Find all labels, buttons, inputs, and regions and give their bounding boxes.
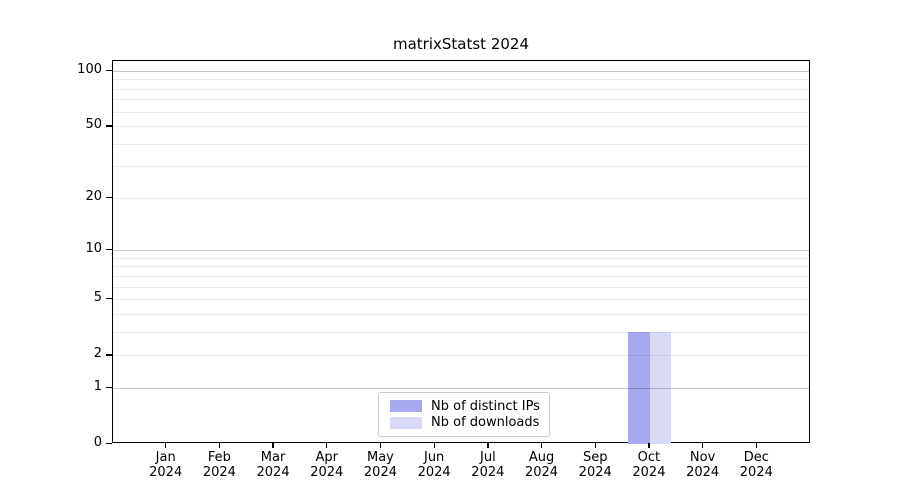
gridline-minor-50 (113, 126, 809, 128)
x-ticklabel-month: Feb (207, 450, 231, 465)
y-tickmark-20 (106, 196, 112, 199)
bar-oct-series0 (628, 331, 650, 444)
y-ticklabel-1: 1 (93, 378, 102, 394)
gridline-major-1 (113, 387, 809, 389)
chart-title: matrixStatst 2024 (392, 35, 529, 53)
legend-label-distinct-ips: Nb of distinct IPs (431, 398, 540, 414)
x-tickmark-sep (594, 443, 596, 448)
legend-label-downloads: Nb of downloads (431, 415, 540, 431)
gridline-minor-6 (113, 286, 809, 288)
x-ticklabel-aug: Aug 2024 (510, 450, 574, 480)
x-ticklabel-year: 2024 (739, 465, 773, 480)
gridline-major-100 (113, 71, 809, 72)
y-tickmark-10 (106, 249, 112, 251)
legend-item-distinct-ips: Nb of distinct IPs (390, 398, 540, 414)
gridline-minor-5 (113, 299, 809, 301)
x-ticklabel-month: Aug (528, 450, 555, 465)
x-ticklabel-month: Mar (260, 450, 286, 465)
x-ticklabel-jul: Jul 2024 (456, 450, 520, 480)
gridline-minor-90 (113, 79, 809, 81)
x-ticklabel-year: 2024 (686, 465, 720, 480)
x-ticklabel-oct: Oct 2024 (617, 450, 681, 480)
x-tickmark-aug (540, 443, 543, 448)
x-ticklabel-year: 2024 (417, 465, 451, 480)
y-ticklabel-100: 100 (77, 62, 102, 77)
x-tickmark-jul (487, 443, 489, 448)
gridline-minor-7 (113, 275, 809, 277)
gridline-minor-2 (113, 355, 809, 357)
x-ticklabel-sep: Sep 2024 (563, 450, 627, 480)
x-ticklabel-year: 2024 (363, 465, 397, 480)
x-tickmark-feb (218, 443, 221, 448)
x-ticklabel-month: Nov (689, 450, 716, 465)
gridline-minor-9 (113, 257, 809, 259)
x-ticklabel-month: Sep (582, 450, 608, 465)
gridline-minor-3 (113, 331, 809, 333)
x-ticklabel-nov: Nov 2024 (671, 450, 735, 480)
y-tickmark-0 (106, 443, 112, 445)
legend-swatch-downloads (390, 416, 422, 429)
x-tickmark-jun (433, 443, 435, 448)
x-ticklabel-year: 2024 (632, 465, 666, 480)
x-ticklabel-month: Oct (637, 450, 661, 465)
x-ticklabel-month: Jan (155, 450, 176, 465)
legend: Nb of distinct IPs Nb of downloads (378, 392, 550, 437)
y-tickmark-100 (106, 70, 112, 72)
x-ticklabel-apr: Apr 2024 (295, 450, 359, 480)
gridline-minor-20 (113, 197, 809, 199)
x-tickmark-mar (272, 443, 274, 448)
y-tickmark-2 (106, 354, 112, 356)
x-ticklabel-year: 2024 (256, 465, 290, 480)
y-tickmark-50 (106, 125, 112, 127)
legend-swatch-distinct-ips (390, 400, 422, 413)
x-ticklabel-dec: Dec 2024 (724, 450, 788, 480)
x-ticklabel-jun: Jun 2024 (402, 450, 466, 480)
x-ticklabel-year: 2024 (149, 465, 183, 480)
y-ticklabel-2: 2 (93, 346, 102, 362)
x-ticklabel-month: Dec (743, 450, 769, 465)
x-tickmark-apr (326, 443, 328, 448)
x-ticklabel-month: Jul (480, 450, 496, 465)
y-ticklabel-50: 50 (85, 117, 102, 133)
x-ticklabel-jan: Jan 2024 (134, 450, 198, 480)
legend-item-downloads: Nb of downloads (390, 415, 539, 431)
x-ticklabel-mar: Mar 2024 (241, 450, 305, 480)
x-ticklabel-month: May (367, 450, 394, 465)
gridline-minor-60 (113, 111, 809, 113)
x-ticklabel-month: Jun (423, 450, 445, 465)
gridline-minor-70 (113, 99, 809, 101)
x-tickmark-may (379, 443, 382, 448)
gridline-minor-30 (113, 166, 809, 168)
x-ticklabel-year: 2024 (524, 465, 559, 480)
gridline-major-10 (113, 250, 809, 252)
x-ticklabel-month: Apr (315, 450, 339, 465)
gridlines-layer (113, 61, 809, 442)
y-ticklabel-20: 20 (85, 188, 102, 204)
x-tickmark-oct (648, 443, 650, 448)
y-ticklabel-0: 0 (93, 435, 102, 450)
x-ticklabel-year: 2024 (202, 465, 236, 480)
gridline-minor-40 (113, 143, 809, 145)
x-ticklabel-year: 2024 (578, 465, 612, 480)
x-tickmark-nov (702, 443, 704, 448)
plot-area (112, 60, 810, 444)
x-ticklabel-may: May 2024 (348, 450, 412, 480)
x-ticklabel-year: 2024 (310, 465, 344, 480)
gridline-minor-8 (113, 266, 809, 268)
gridline-minor-4 (113, 313, 809, 315)
bars-layer (113, 61, 809, 444)
y-tickmark-5 (106, 298, 112, 300)
bar-oct-series1 (649, 331, 672, 444)
x-ticklabel-year: 2024 (471, 465, 505, 480)
y-tickmark-1 (106, 386, 112, 389)
x-ticklabel-feb: Feb 2024 (187, 450, 251, 480)
x-tickmark-dec (755, 443, 757, 448)
x-tickmark-jan (165, 443, 167, 448)
y-ticklabel-10: 10 (85, 241, 102, 257)
gridline-minor-80 (113, 88, 809, 90)
y-ticklabel-5: 5 (93, 290, 102, 306)
